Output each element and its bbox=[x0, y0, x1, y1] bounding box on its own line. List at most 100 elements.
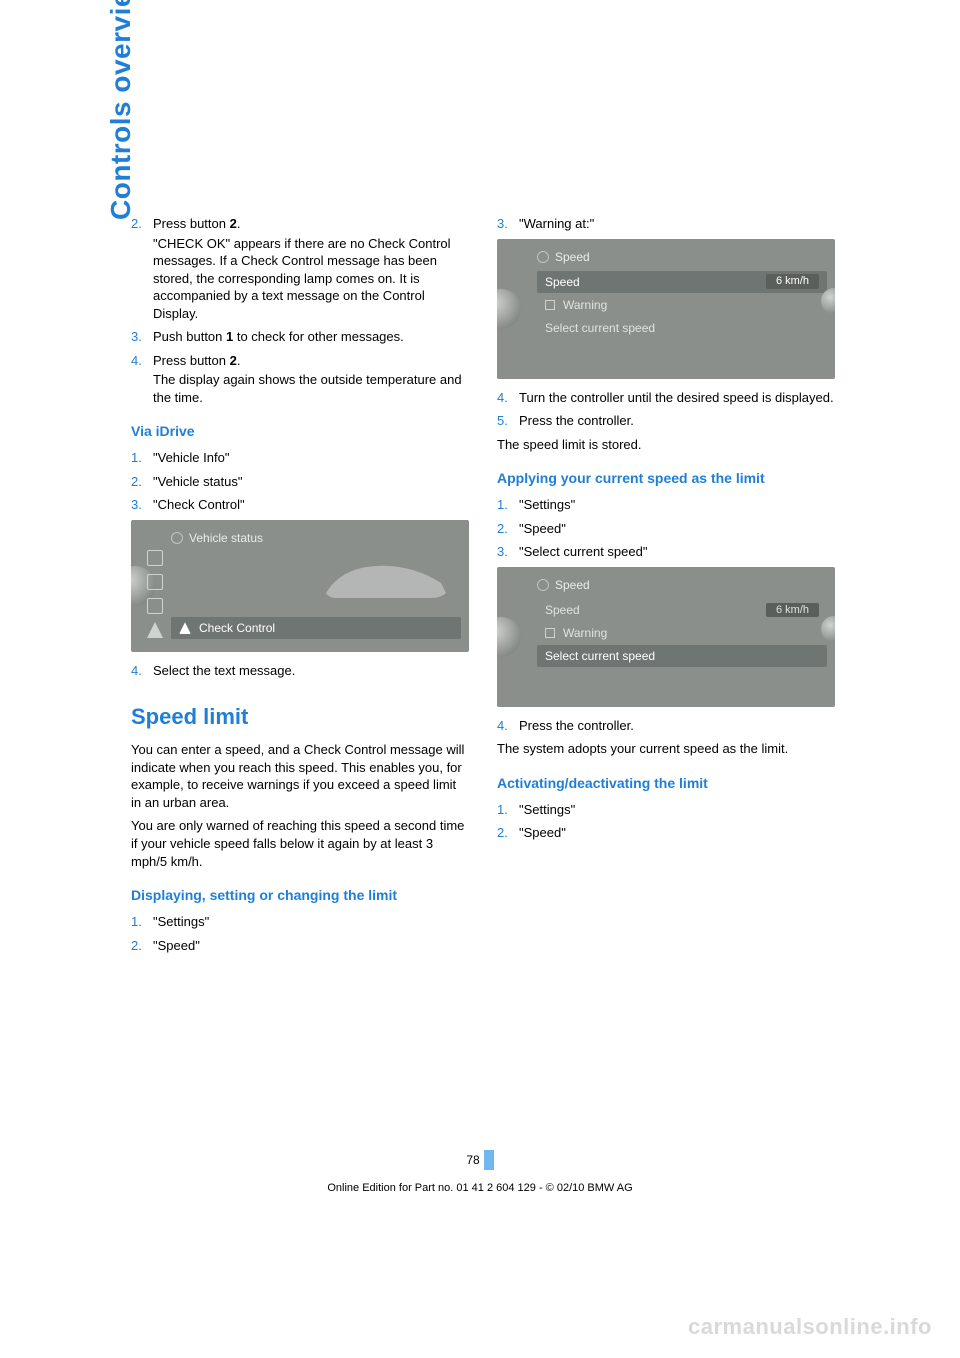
screenshot-title: Vehicle status bbox=[171, 530, 461, 546]
list-item: 2. Press button 2. "CHECK OK" appears if… bbox=[131, 215, 469, 322]
status-icon bbox=[147, 550, 163, 566]
list-item: 1. "Vehicle Info" bbox=[131, 449, 469, 467]
list-number: 3. bbox=[497, 215, 519, 233]
bold-ref: 2 bbox=[230, 216, 237, 231]
text: Press button bbox=[153, 216, 230, 231]
list-item: 4. Turn the controller until the desired… bbox=[497, 389, 835, 407]
list-number: 1. bbox=[131, 449, 153, 467]
list-body: Press the controller. bbox=[519, 717, 835, 735]
list-body: Press button 2. The display again shows … bbox=[153, 352, 469, 407]
list-body: "Speed" bbox=[153, 937, 469, 955]
screenshot-row-selected: Select current speed bbox=[537, 645, 827, 667]
paragraph: The system adopts your current speed as … bbox=[497, 740, 835, 758]
list-number: 4. bbox=[131, 662, 153, 680]
list-body: Turn the controller until the desired sp… bbox=[519, 389, 835, 407]
text: . bbox=[237, 353, 241, 368]
list-number: 1. bbox=[497, 801, 519, 819]
text: Press button bbox=[153, 353, 230, 368]
list-item: 3. Push button 1 to check for other mess… bbox=[131, 328, 469, 346]
list-item: 4. Press the controller. bbox=[497, 717, 835, 735]
list-number: 2. bbox=[131, 473, 153, 491]
list-number: 1. bbox=[131, 913, 153, 931]
list-body: Press the controller. bbox=[519, 412, 835, 430]
list-body: "Warning at:" bbox=[519, 215, 835, 233]
row-label: Check Control bbox=[199, 620, 275, 636]
list-item: 2. "Vehicle status" bbox=[131, 473, 469, 491]
list-body: "Select current speed" bbox=[519, 543, 835, 561]
list-number: 4. bbox=[497, 389, 519, 407]
list-number: 3. bbox=[131, 328, 153, 346]
screenshot-row: Warning bbox=[537, 622, 827, 644]
row-label: Warning bbox=[563, 297, 607, 313]
screenshot-row: Warning bbox=[537, 294, 827, 316]
page-footer: 78 Online Edition for Part no. 01 41 2 6… bbox=[0, 1150, 960, 1194]
list-body: "Check Control" bbox=[153, 496, 469, 514]
text: to check for other messages. bbox=[233, 329, 404, 344]
text: . bbox=[237, 216, 241, 231]
list-body: "Settings" bbox=[519, 801, 835, 819]
heading-via-idrive: Via iDrive bbox=[131, 422, 469, 441]
list-body: Select the text message. bbox=[153, 662, 469, 680]
list-item: 5. Press the controller. bbox=[497, 412, 835, 430]
heading-applying-current-speed: Applying your current speed as the limit bbox=[497, 469, 835, 488]
icon-column bbox=[147, 550, 163, 638]
list-item: 2. "Speed" bbox=[131, 937, 469, 955]
page-content: 2. Press button 2. "CHECK OK" appears if… bbox=[131, 215, 836, 960]
bold-ref: 2 bbox=[230, 353, 237, 368]
gear-icon bbox=[537, 579, 549, 591]
idrive-screenshot-select-current-speed: Speed Speed6 km/h Warning Select current… bbox=[497, 567, 835, 707]
list-body: Push button 1 to check for other message… bbox=[153, 328, 469, 346]
list-body: "Vehicle status" bbox=[153, 473, 469, 491]
left-column: 2. Press button 2. "CHECK OK" appears if… bbox=[131, 215, 469, 960]
list-body: Press button 2. "CHECK OK" appears if th… bbox=[153, 215, 469, 322]
row-value: 6 km/h bbox=[766, 274, 819, 289]
gear-icon bbox=[537, 251, 549, 263]
screenshot-row: Select current speed bbox=[537, 317, 827, 339]
title-text: Speed bbox=[555, 249, 590, 265]
list-body: "Settings" bbox=[519, 496, 835, 514]
page-number-wrap: 78 bbox=[466, 1150, 493, 1170]
screenshot-row-selected: Check Control bbox=[171, 617, 461, 639]
title-text: Vehicle status bbox=[189, 530, 263, 546]
row-label: Select current speed bbox=[545, 648, 655, 664]
row-label: Select current speed bbox=[545, 320, 655, 336]
list-item: 1. "Settings" bbox=[497, 496, 835, 514]
list-item: 3. "Select current speed" bbox=[497, 543, 835, 561]
document-icon bbox=[171, 532, 183, 544]
footer-copyright: Online Edition for Part no. 01 41 2 604 … bbox=[0, 1182, 960, 1194]
list-item: 2. "Speed" bbox=[497, 520, 835, 538]
status-icon bbox=[147, 574, 163, 590]
page-marker-icon bbox=[484, 1150, 494, 1170]
warning-triangle-icon bbox=[179, 622, 191, 634]
list-item: 1. "Settings" bbox=[497, 801, 835, 819]
list-item: 2. "Speed" bbox=[497, 824, 835, 842]
list-item: 3. "Check Control" bbox=[131, 496, 469, 514]
paragraph: You are only warned of reaching this spe… bbox=[131, 817, 469, 870]
list-body: "Settings" bbox=[153, 913, 469, 931]
paragraph: You can enter a speed, and a Check Contr… bbox=[131, 741, 469, 811]
heading-speed-limit: Speed limit bbox=[131, 702, 469, 732]
list-number: 1. bbox=[497, 496, 519, 514]
status-icon bbox=[147, 598, 163, 614]
list-number: 2. bbox=[131, 215, 153, 322]
warning-triangle-icon bbox=[147, 622, 163, 638]
paragraph: The speed limit is stored. bbox=[497, 436, 835, 454]
list-number: 4. bbox=[497, 717, 519, 735]
list-item: 3. "Warning at:" bbox=[497, 215, 835, 233]
list-body: "Vehicle Info" bbox=[153, 449, 469, 467]
screenshot-row: Speed6 km/h bbox=[537, 599, 827, 621]
list-number: 4. bbox=[131, 352, 153, 407]
list-item: 4. Select the text message. bbox=[131, 662, 469, 680]
list-number: 2. bbox=[497, 520, 519, 538]
screenshot-title: Speed bbox=[537, 249, 827, 265]
row-label: Speed bbox=[545, 602, 580, 618]
page-number: 78 bbox=[466, 1153, 483, 1167]
section-tab: Controls overview bbox=[105, 0, 137, 220]
list-item: 1. "Settings" bbox=[131, 913, 469, 931]
idrive-screenshot-vehicle-status: Vehicle status Check Control bbox=[131, 520, 469, 652]
list-number: 2. bbox=[497, 824, 519, 842]
list-number: 5. bbox=[497, 412, 519, 430]
list-body: "Speed" bbox=[519, 824, 835, 842]
checkbox-icon bbox=[545, 300, 555, 310]
screenshot-row-selected: Speed6 km/h bbox=[537, 271, 827, 293]
